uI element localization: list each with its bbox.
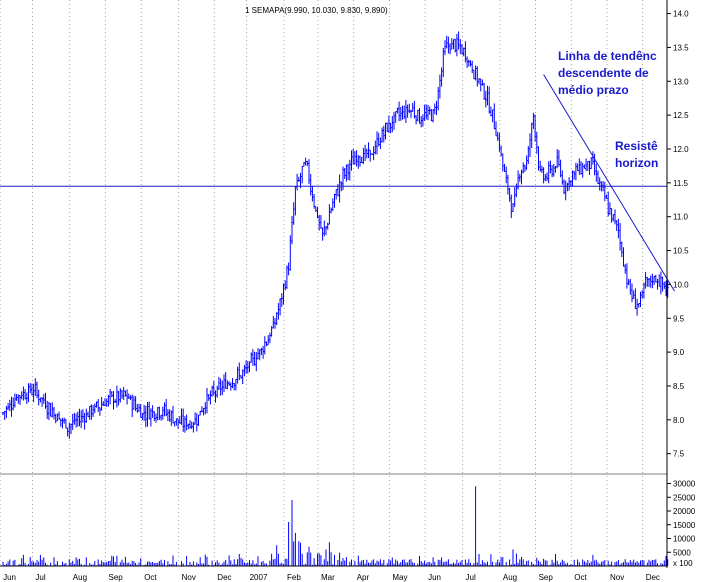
volume-tick-label: 25000 — [673, 493, 696, 502]
x-tick-label: Feb — [287, 573, 301, 582]
y-tick-label: 12.5 — [673, 111, 689, 120]
y-tick-label: 10.0 — [673, 280, 689, 289]
x-tick-label: Aug — [503, 573, 517, 582]
x-tick-label: May — [392, 573, 407, 582]
chart-title: 1 SEMAPA(9.990, 10.030, 9.830, 9.890) — [245, 6, 388, 15]
x-tick-label: Nov — [610, 573, 624, 582]
volume-tick-label: 10000 — [673, 535, 696, 544]
descending-trendline — [543, 74, 675, 292]
x-tick-label: Dec — [646, 573, 660, 582]
annotation-trend-line: Linha de tendênc — [558, 49, 657, 63]
guide-lines — [0, 74, 675, 292]
price-bars — [1, 31, 669, 439]
y-tick-label: 13.5 — [673, 43, 689, 52]
x-tick-label: Apr — [357, 573, 370, 582]
y-tick-label: 12.0 — [673, 145, 689, 154]
x-tick-label: Nov — [182, 573, 196, 582]
annotation-trend-line: descendente de — [558, 66, 649, 80]
x-tick-label: Oct — [144, 573, 157, 582]
y-tick-label: 13.0 — [673, 77, 689, 86]
annotation-resist-line: Resistê — [615, 139, 658, 153]
y-tick-label: 9.0 — [673, 348, 685, 357]
x-tick-label: Jun — [428, 573, 441, 582]
x-tick-label: Jun — [3, 573, 16, 582]
volume-tick-label: 30000 — [673, 480, 696, 489]
y-tick-label: 11.5 — [673, 179, 689, 188]
annotation-trend-line: médio prazo — [558, 83, 629, 97]
volume-tick-label: 20000 — [673, 507, 696, 516]
x-tick-label: Jul — [466, 573, 476, 582]
x-tick-label: Mar — [321, 573, 335, 582]
volume-tick-label: 15000 — [673, 521, 696, 530]
x-tick-label: Oct — [574, 573, 587, 582]
y-tick-label: 8.5 — [673, 382, 685, 391]
x-tick-label: Jul — [35, 573, 45, 582]
x-tick-label: Aug — [73, 573, 87, 582]
y-tick-label: 11.0 — [673, 213, 689, 222]
volume-tick-label: 5000 — [673, 548, 691, 557]
x-tick-label: Dec — [217, 573, 231, 582]
y-tick-label: 10.5 — [673, 247, 689, 256]
y-tick-label: 9.5 — [673, 314, 685, 323]
x-tick-label: 2007 — [250, 573, 268, 582]
volume-unit-label: x 100 — [673, 559, 693, 568]
annotations: Linha de tendênc descendente de médio praz… — [558, 49, 658, 170]
annotation-resist-line: horizon — [615, 156, 658, 170]
y-tick-label: 14.0 — [673, 10, 689, 19]
y-tick-label: 7.5 — [673, 450, 685, 459]
x-tick-label: Sep — [539, 573, 554, 582]
y-tick-label: 8.0 — [673, 416, 685, 425]
x-tick-label: Sep — [109, 573, 124, 582]
